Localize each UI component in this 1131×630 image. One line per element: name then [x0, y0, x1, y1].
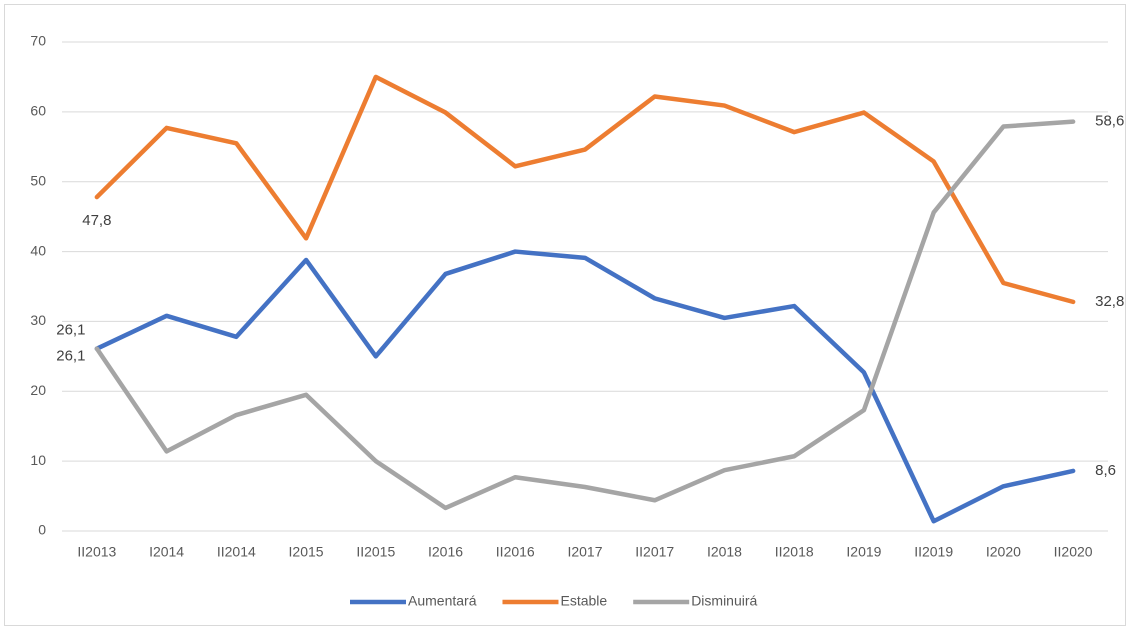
x-tick-label: II2017 — [635, 544, 674, 560]
y-tick-label: 10 — [30, 452, 46, 468]
line-series — [94, 74, 1076, 305]
x-tick-label: I2020 — [986, 544, 1021, 560]
x-tick-label: I2018 — [707, 544, 742, 560]
chart-border — [4, 4, 1126, 626]
legend-label: Disminuirá — [691, 593, 757, 609]
data-label: 8,6 — [1095, 462, 1116, 479]
y-tick-label: 70 — [30, 33, 46, 49]
x-tick-label: II2020 — [1054, 544, 1093, 560]
x-tick-label: II2013 — [77, 544, 116, 560]
y-tick-label: 50 — [30, 172, 46, 188]
data-label: 58,6 — [1095, 113, 1124, 130]
x-tick-label: II2016 — [496, 544, 535, 560]
x-tick-label: II2018 — [775, 544, 814, 560]
x-tick-label: II2014 — [217, 544, 256, 560]
y-tick-label: 60 — [30, 103, 46, 119]
data-label: 26,1 — [56, 322, 85, 339]
x-tick-label: I2016 — [428, 544, 463, 560]
x-tick-label: I2019 — [846, 544, 881, 560]
x-tick-label: I2017 — [567, 544, 602, 560]
data-label: 32,8 — [1095, 293, 1124, 310]
data-label: 47,8 — [82, 212, 111, 229]
y-tick-label: 0 — [38, 522, 46, 538]
y-tick-label: 30 — [30, 312, 46, 328]
line-series — [94, 249, 1076, 524]
x-tick-label: I2015 — [289, 544, 324, 560]
data-label: 26,1 — [56, 348, 85, 365]
line-series — [94, 119, 1076, 511]
y-tick-label: 40 — [30, 242, 46, 258]
x-tick-label: I2014 — [149, 544, 184, 560]
x-tick-label: II2019 — [914, 544, 953, 560]
x-tick-label: II2015 — [356, 544, 395, 560]
legend-label: Aumentará — [408, 593, 477, 609]
y-tick-label: 20 — [30, 382, 46, 398]
legend-label: Estable — [560, 593, 607, 609]
